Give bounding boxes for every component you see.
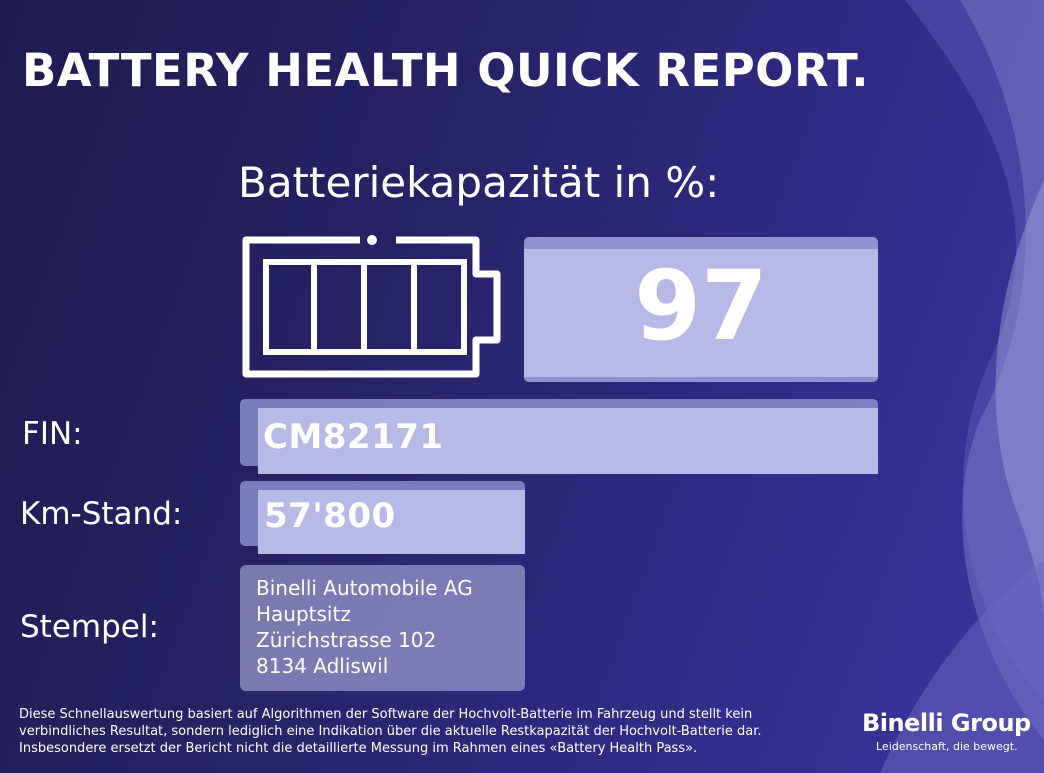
- capacity-value: 97: [634, 250, 768, 362]
- stamp-line-street: Zürichstrasse 102: [256, 628, 437, 652]
- km-label: Km-Stand:: [20, 496, 183, 532]
- stamp-line-city: 8134 Adliswil: [256, 654, 389, 678]
- brand-logo: Binelli Group: [862, 709, 1031, 737]
- fin-label: FIN:: [22, 416, 83, 452]
- disclaimer-line-3: Insbesondere ersetzt der Bericht nicht d…: [19, 741, 698, 756]
- stamp-label: Stempel:: [20, 609, 159, 645]
- fin-value: CM82171: [263, 417, 444, 457]
- capacity-value-fill: [524, 249, 878, 377]
- km-field-fill: [258, 490, 525, 554]
- stamp-line-company: Binelli Automobile AG: [256, 576, 473, 600]
- capacity-value-box: 97: [524, 237, 878, 382]
- km-value: 57'800: [264, 496, 396, 536]
- stamp-box: Binelli Automobile AG Hauptsitz Zürichst…: [240, 565, 525, 691]
- battery-full-icon: [242, 235, 501, 378]
- fin-field-fill: [258, 408, 878, 474]
- disclaimer-line-2: verbindliches Resultat, sondern lediglic…: [19, 724, 762, 739]
- capacity-heading: Batteriekapazität in %:: [238, 158, 720, 207]
- stamp-line-site: Hauptsitz: [256, 602, 351, 626]
- disclaimer-line-1: Diese Schnellauswertung basiert auf Algo…: [19, 707, 753, 722]
- report-title: BATTERY HEALTH QUICK REPORT.: [22, 44, 870, 97]
- brand-tagline: Leidenschaft, die bewegt.: [876, 740, 1018, 753]
